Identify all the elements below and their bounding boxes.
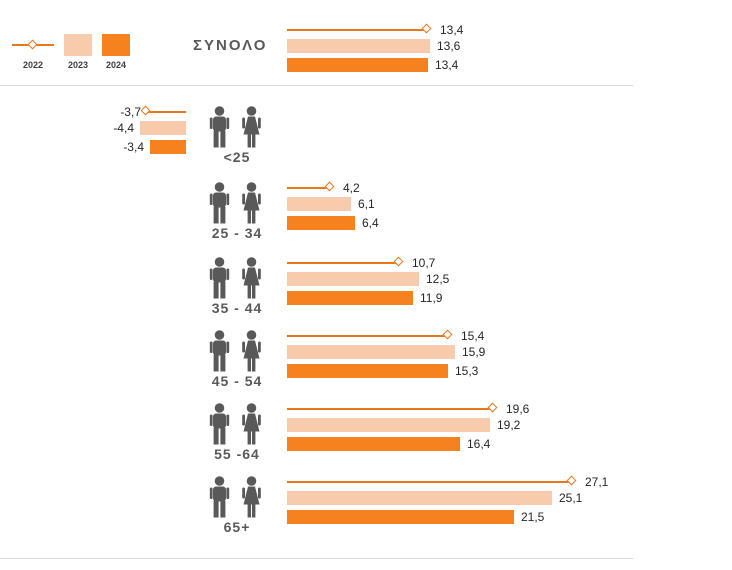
man-icon xyxy=(209,403,230,445)
man-icon xyxy=(209,106,230,148)
line-2022-25-34 xyxy=(287,187,331,189)
legend-item-2024: 2024 xyxy=(102,34,130,70)
category-label-45-54: 45 - 54 xyxy=(211,373,263,389)
bar-2024-45-54 xyxy=(287,364,448,378)
group-total: ΣΥΝΟΛΟ 13,4 13,6 13,4 xyxy=(0,23,732,88)
line-2022-45-54 xyxy=(287,335,449,337)
diamond-marker-icon xyxy=(442,329,453,340)
category-label-65-plus: 65+ xyxy=(223,519,251,535)
value-label-2022: 4,2 xyxy=(343,181,360,195)
value-label-2024: 11,9 xyxy=(420,291,443,305)
line-2022-total xyxy=(287,29,428,31)
line-2022-35-44 xyxy=(287,262,400,264)
value-label-2022: 19,6 xyxy=(506,402,530,416)
value-label-2022: -3,7 xyxy=(120,105,141,119)
value-label-2023: 25,1 xyxy=(559,491,583,505)
value-label-2022: 13,4 xyxy=(440,23,464,37)
bar-2023-65-plus xyxy=(287,491,552,505)
diamond-marker-icon xyxy=(421,23,432,34)
bar-2023-total xyxy=(287,39,430,53)
bar-swatch-2023 xyxy=(64,34,92,56)
value-label-2024: 13,4 xyxy=(435,58,459,72)
value-label-2023: 12,5 xyxy=(426,272,450,286)
legend-item-2023: 2023 xyxy=(64,34,92,70)
line-diamond-swatch xyxy=(12,34,54,56)
value-label-2024: 16,4 xyxy=(467,437,491,451)
diamond-marker-icon xyxy=(393,256,404,267)
group-icons-under-25 xyxy=(206,106,265,148)
man-icon xyxy=(209,257,230,299)
bar-2023-55-64 xyxy=(287,418,490,432)
bar-2024-35-44 xyxy=(287,291,413,305)
category-label-25-34: 25 - 34 xyxy=(211,225,263,241)
value-label-2024: -3,4 xyxy=(123,140,144,154)
legend: 2022 2023 2024 xyxy=(12,34,130,70)
group-icons-55-64 xyxy=(206,403,265,445)
bar-2024-25-34 xyxy=(287,216,355,230)
woman-icon xyxy=(242,106,261,148)
legend-label-2023: 2023 xyxy=(67,60,89,70)
line-2022-65-plus xyxy=(287,481,573,483)
bar-2023-35-44 xyxy=(287,272,419,286)
group-under-25: <25 -3,7 -4,4 -3,4 xyxy=(0,105,732,170)
bar-2023-45-54 xyxy=(287,345,455,359)
bar-2023-25-34 xyxy=(287,197,351,211)
diamond-marker-icon xyxy=(140,105,151,116)
separator-bottom xyxy=(0,558,633,559)
separator-top xyxy=(0,85,633,86)
legend-label-2022: 2022 xyxy=(22,60,44,70)
value-label-2024: 21,5 xyxy=(521,510,545,524)
group-icons-65-plus xyxy=(206,476,265,518)
bar-2023-under-25 xyxy=(140,121,186,135)
bar-2024-65-plus xyxy=(287,510,514,524)
group-25-34: 25 - 34 4,2 6,1 6,4 xyxy=(0,181,732,246)
legend-label-2024: 2024 xyxy=(105,60,127,70)
group-icons-35-44 xyxy=(206,257,265,299)
legend-item-2022: 2022 xyxy=(12,34,54,70)
line-2022-55-64 xyxy=(287,408,494,410)
bar-2024-55-64 xyxy=(287,437,460,451)
value-label-2022: 10,7 xyxy=(412,256,436,270)
category-label-55-64: 55 -64 xyxy=(214,446,260,462)
group-65-plus: 65+ 27,1 25,1 21,5 xyxy=(0,475,732,540)
group-35-44: 35 - 44 10,7 12,5 11,9 xyxy=(0,256,732,321)
value-label-2022: 15,4 xyxy=(461,329,485,343)
group-icons-45-54 xyxy=(206,330,265,372)
diamond-marker-icon xyxy=(566,475,577,486)
woman-icon xyxy=(242,330,261,372)
group-45-54: 45 - 54 15,4 15,9 15,3 xyxy=(0,329,732,394)
woman-icon xyxy=(242,257,261,299)
man-icon xyxy=(209,182,230,224)
value-label-2023: 6,1 xyxy=(358,197,375,211)
value-label-2022: 27,1 xyxy=(585,475,609,489)
value-label-2023: -4,4 xyxy=(113,121,134,135)
woman-icon xyxy=(242,182,261,224)
category-label-total: ΣΥΝΟΛΟ xyxy=(193,37,268,54)
group-icons-25-34 xyxy=(206,182,265,224)
category-label-35-44: 35 - 44 xyxy=(211,300,263,316)
group-55-64: 55 -64 19,6 19,2 16,4 xyxy=(0,402,732,467)
value-label-2023: 19,2 xyxy=(497,418,521,432)
category-label-under-25: <25 xyxy=(223,149,251,165)
woman-icon xyxy=(242,403,261,445)
value-label-2024: 6,4 xyxy=(362,216,379,230)
man-icon xyxy=(209,476,230,518)
diamond-marker-icon xyxy=(324,181,335,192)
diamond-marker-icon xyxy=(487,402,498,413)
value-label-2023: 13,6 xyxy=(437,39,461,53)
bar-swatch-2024 xyxy=(102,34,130,56)
value-label-2023: 15,9 xyxy=(462,345,486,359)
bar-2024-total xyxy=(287,58,428,72)
line-2022-under-25 xyxy=(147,111,186,113)
woman-icon xyxy=(242,476,261,518)
value-label-2024: 15,3 xyxy=(455,364,479,378)
man-icon xyxy=(209,330,230,372)
bar-2024-under-25 xyxy=(150,140,186,154)
